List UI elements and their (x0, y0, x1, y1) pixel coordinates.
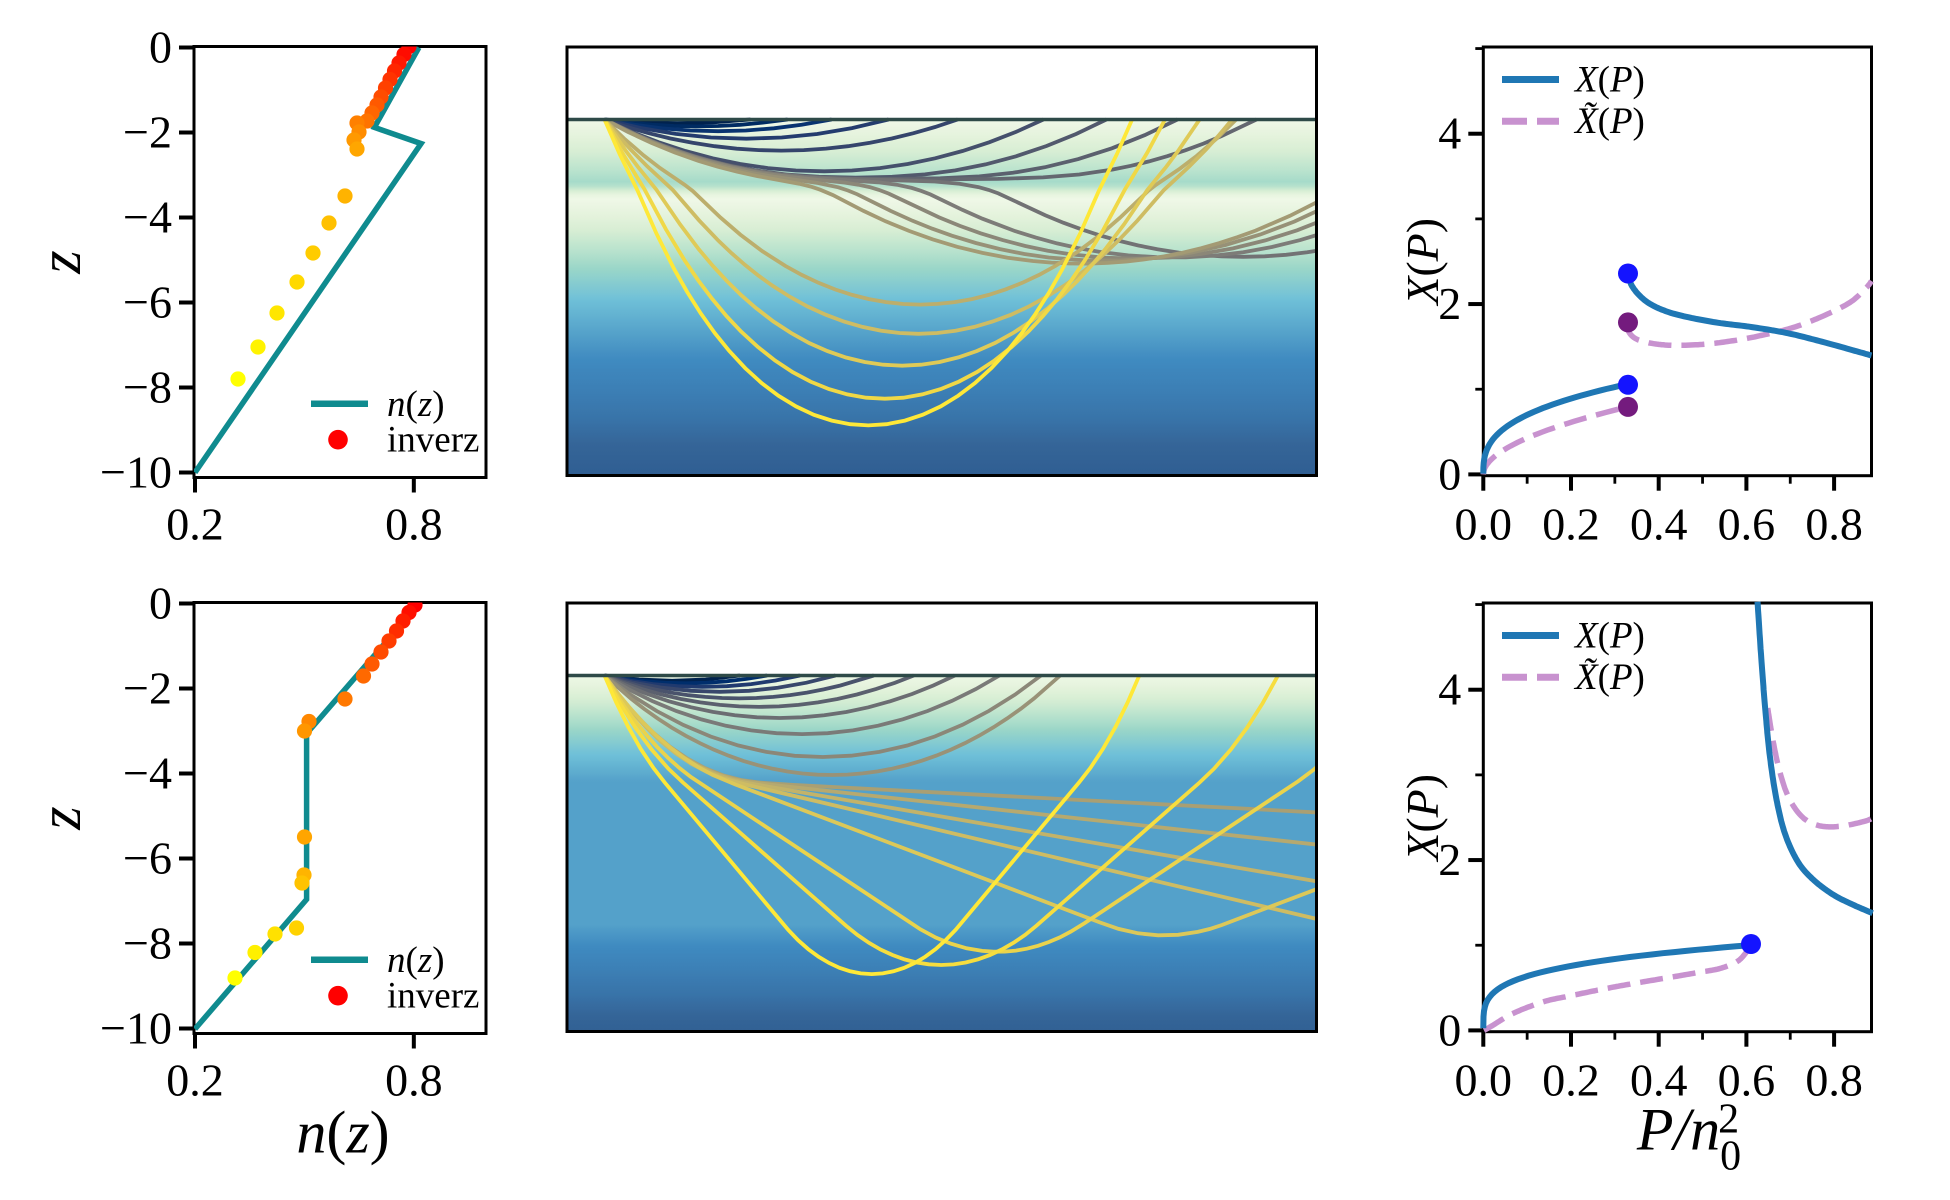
svg-text:−2: −2 (123, 107, 172, 158)
svg-text:X̃(P): X̃(P) (1573, 101, 1645, 142)
svg-text:0.8: 0.8 (1805, 499, 1863, 550)
svg-text:2: 2 (1438, 278, 1461, 329)
svg-text:0.0: 0.0 (1455, 1055, 1513, 1106)
svg-text:0.2: 0.2 (1542, 499, 1600, 550)
svg-text:4: 4 (1438, 108, 1461, 159)
svg-text:0.2: 0.2 (166, 499, 224, 550)
svg-text:n(z): n(z) (296, 1100, 389, 1166)
svg-text:z: z (27, 250, 93, 274)
svg-text:0.2: 0.2 (166, 1055, 224, 1106)
svg-text:0.4: 0.4 (1630, 1055, 1688, 1106)
svg-text:P/n02: P/n02 (1636, 1097, 1741, 1180)
svg-text:X̃(P): X̃(P) (1573, 657, 1645, 698)
svg-text:n(z): n(z) (387, 384, 445, 425)
svg-text:0.8: 0.8 (385, 499, 443, 550)
svg-text:−8: −8 (123, 918, 172, 969)
svg-text:0: 0 (1438, 448, 1461, 499)
svg-text:0: 0 (149, 22, 172, 73)
svg-text:X(P): X(P) (1397, 774, 1448, 863)
svg-text:0.6: 0.6 (1718, 499, 1776, 550)
svg-text:0.2: 0.2 (1542, 1055, 1600, 1106)
svg-text:−8: −8 (123, 362, 172, 413)
svg-text:z: z (27, 806, 93, 830)
svg-text:0: 0 (149, 578, 172, 629)
svg-text:0.6: 0.6 (1718, 1055, 1776, 1106)
svg-text:−6: −6 (123, 833, 172, 884)
svg-text:0.0: 0.0 (1455, 499, 1513, 550)
svg-text:0.8: 0.8 (385, 1055, 443, 1106)
svg-text:−4: −4 (123, 192, 172, 243)
svg-text:−2: −2 (123, 663, 172, 714)
svg-text:−10: −10 (100, 447, 172, 498)
svg-text:inverz: inverz (387, 420, 479, 461)
svg-text:−4: −4 (123, 748, 172, 799)
svg-text:4: 4 (1438, 664, 1461, 715)
svg-text:−10: −10 (100, 1003, 172, 1054)
svg-text:0.8: 0.8 (1805, 1055, 1863, 1106)
svg-text:X(P): X(P) (1397, 218, 1448, 307)
svg-text:0.4: 0.4 (1630, 499, 1688, 550)
svg-text:0: 0 (1438, 1004, 1461, 1055)
svg-text:X(P): X(P) (1573, 60, 1645, 101)
svg-text:inverz: inverz (387, 976, 479, 1017)
svg-text:2: 2 (1438, 834, 1461, 885)
svg-text:n(z): n(z) (387, 940, 445, 981)
svg-text:−6: −6 (123, 277, 172, 328)
svg-text:X(P): X(P) (1573, 616, 1645, 657)
